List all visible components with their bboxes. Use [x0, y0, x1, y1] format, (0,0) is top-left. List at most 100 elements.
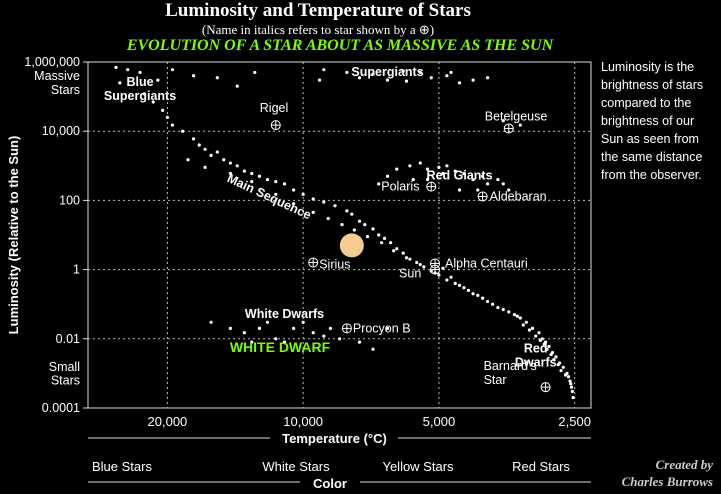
y-tick-label: 0.0001 [42, 401, 80, 415]
star-point [527, 328, 532, 332]
star-point [496, 177, 500, 182]
star-point [538, 338, 542, 342]
white-dwarf-stage-label: WHITE DWARF [230, 339, 331, 355]
star-point [357, 340, 362, 344]
star-point [345, 70, 349, 75]
region-label: Supergiants [351, 65, 423, 79]
star-point [114, 65, 118, 69]
star-point [566, 375, 571, 379]
star-point [235, 164, 239, 168]
star-point [401, 251, 405, 255]
star-point [228, 171, 232, 176]
star-point [250, 171, 254, 176]
color-axis-label: White Stars [262, 459, 330, 474]
y-tick-label: 1,000,000 [24, 55, 80, 69]
star-point [257, 174, 262, 178]
star-point [496, 305, 500, 310]
star-point [568, 379, 572, 383]
star-point [545, 347, 549, 351]
star-point [524, 320, 528, 324]
star-point [515, 314, 519, 318]
star-point [395, 167, 399, 171]
star-point [445, 164, 449, 168]
star-point [491, 302, 495, 306]
star-point [345, 209, 349, 213]
star-point [371, 227, 375, 231]
star-point [471, 177, 475, 182]
star-point [215, 150, 219, 154]
star-point [365, 234, 370, 239]
star-point [392, 249, 396, 253]
star-point [449, 70, 453, 75]
star-point [462, 286, 466, 290]
region-label: Main Sequence [225, 171, 313, 222]
star-point [507, 188, 511, 192]
star-point [197, 143, 201, 147]
star-point [395, 247, 399, 251]
star-point [274, 337, 278, 341]
star-point [518, 123, 522, 127]
star-point [118, 81, 122, 85]
x-tick-label: 2,500 [558, 414, 591, 429]
star-point [186, 158, 190, 162]
star-point [449, 275, 453, 279]
star-point [311, 331, 315, 335]
credit-line-1: Created by [655, 457, 713, 472]
color-axis-label: Yellow Stars [382, 459, 454, 474]
star-point [437, 273, 441, 277]
star-point [549, 352, 553, 357]
plot-frame [87, 61, 592, 409]
star-point [561, 365, 565, 369]
star-point [429, 76, 433, 80]
star-point [537, 331, 541, 335]
star-point [501, 119, 505, 123]
star-point [547, 344, 551, 349]
star-point [485, 182, 490, 186]
y-tick-label: 1 [73, 263, 80, 277]
x-tick-label: 5,000 [423, 414, 456, 429]
star-point [333, 204, 337, 208]
star-point [357, 219, 362, 223]
x-tick-label: 20,000 [148, 414, 188, 429]
star-point [425, 177, 430, 182]
star-point [570, 389, 574, 394]
star-point [408, 164, 412, 168]
named-star-label: Sun [399, 267, 421, 281]
star-point [501, 307, 505, 312]
star-point [485, 299, 490, 304]
star-point [441, 266, 445, 270]
star-point [265, 177, 270, 182]
star-point [142, 92, 146, 96]
star-point [554, 355, 558, 359]
star-point [388, 241, 393, 245]
star-point [385, 78, 390, 82]
region-label: White Dwarfs [245, 307, 324, 321]
star-point [282, 182, 287, 186]
star-point [542, 342, 546, 346]
star-point [338, 337, 342, 341]
x-axis-title: Temperature (°C) [282, 431, 387, 446]
star-point [170, 68, 174, 72]
y-tick-label: 100 [59, 193, 80, 207]
star-point [457, 81, 462, 85]
star-point [404, 256, 409, 260]
star-point [265, 320, 270, 324]
named-star-label: Aldebaran [490, 189, 547, 203]
star-point [379, 241, 384, 245]
star-point [165, 115, 170, 120]
star-point [441, 171, 445, 176]
star-point [418, 70, 422, 75]
star-point [326, 216, 330, 221]
page-title: Luminosity and Temperature of Stars [165, 0, 471, 21]
credit: Created by Charles Burrows [622, 456, 713, 490]
star-point [559, 369, 563, 373]
star-point [191, 137, 196, 141]
star-point [377, 233, 381, 237]
star-point [552, 358, 556, 362]
star-point [311, 197, 315, 201]
star-point [462, 171, 466, 176]
star-point [501, 182, 505, 186]
evolving-star-icon [339, 233, 364, 258]
named-star-label: Alpha Centauri [445, 257, 528, 271]
star-point [453, 169, 457, 173]
